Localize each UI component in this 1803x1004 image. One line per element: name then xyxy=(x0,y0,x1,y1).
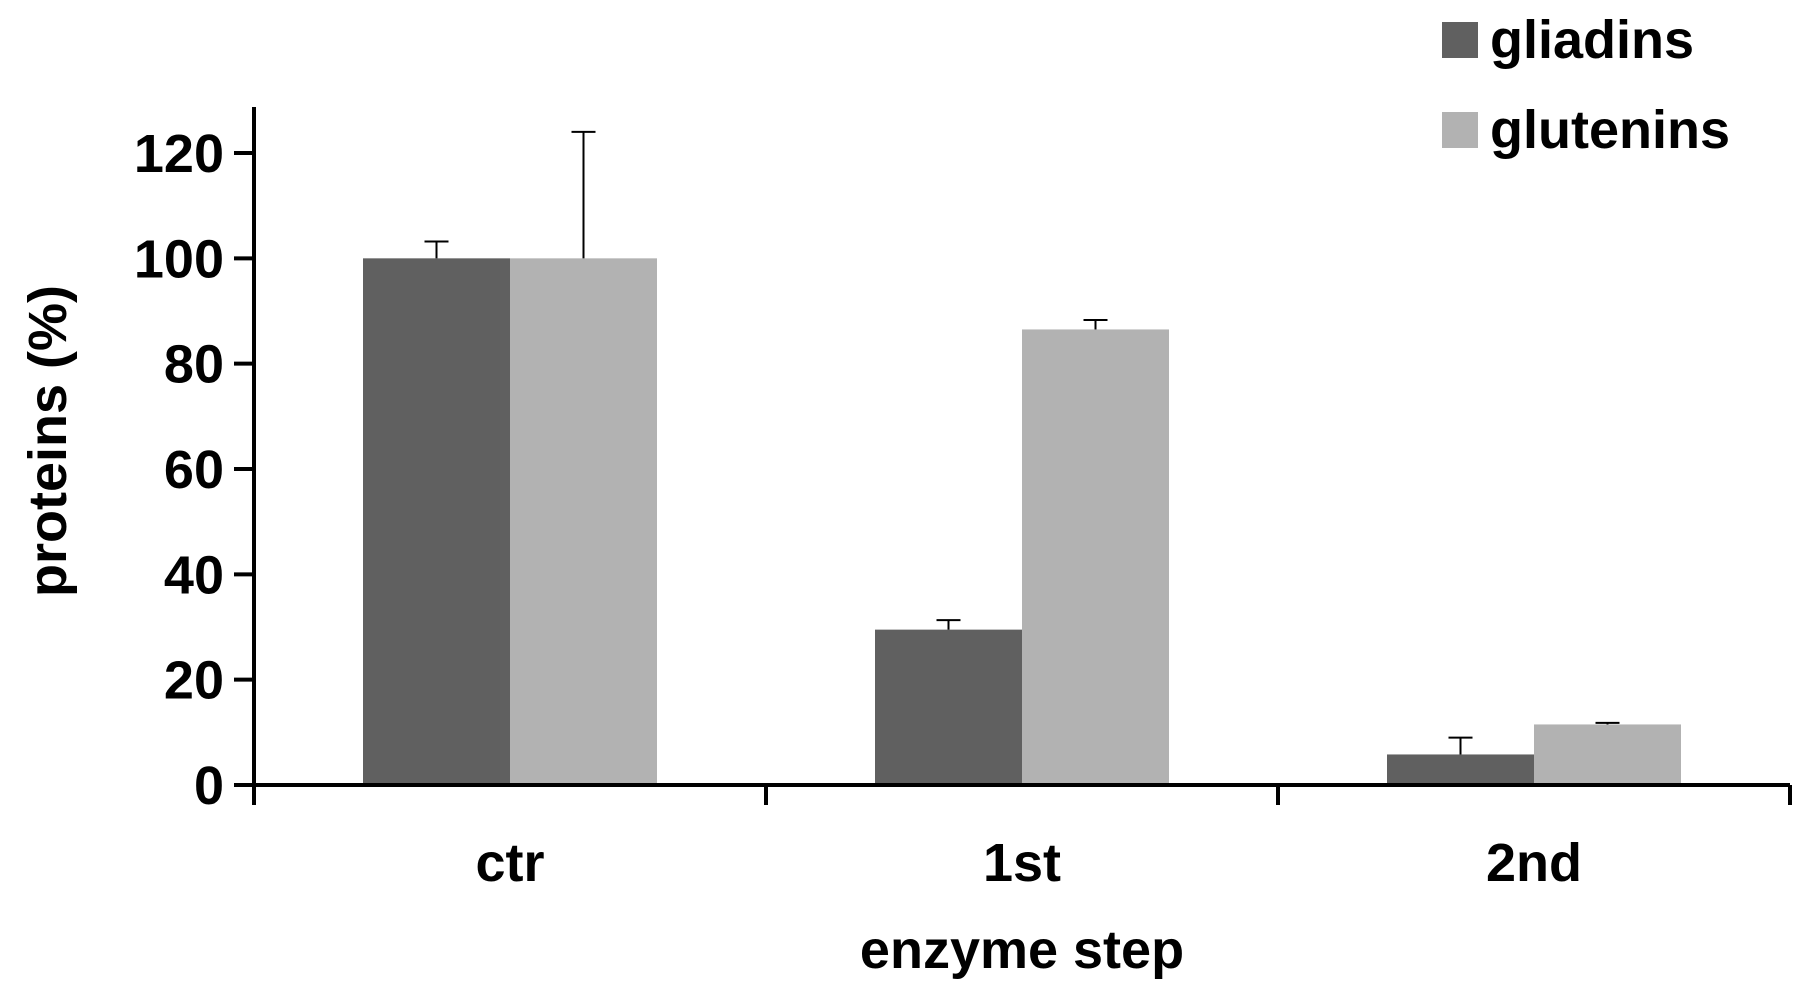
bar-gliadins-2nd xyxy=(1387,754,1534,785)
y-tick-label: 40 xyxy=(164,545,224,605)
legend-label-gliadins: gliadins xyxy=(1490,10,1694,70)
y-axis-title: proteins (%) xyxy=(18,285,78,597)
bar-glutenins-1st xyxy=(1022,329,1169,785)
x-tick-label: ctr xyxy=(475,833,544,893)
x-tick-label: 1st xyxy=(983,833,1061,893)
x-tick-label: 2nd xyxy=(1486,833,1582,893)
error-bars-layer xyxy=(424,130,1620,755)
legend: gliadins glutenins xyxy=(1442,10,1730,160)
y-tick-label: 100 xyxy=(134,229,224,289)
bar-gliadins-1st xyxy=(875,629,1022,785)
bar-glutenins-2nd xyxy=(1534,724,1681,785)
legend-swatch-glutenins xyxy=(1442,112,1478,148)
bars-layer xyxy=(363,258,1681,785)
x-axis-title: enzyme step xyxy=(860,920,1184,980)
legend-swatch-gliadins xyxy=(1442,22,1478,58)
axes xyxy=(234,107,1790,787)
bar-glutenins-ctr xyxy=(510,258,657,785)
y-tick-label: 0 xyxy=(194,756,224,816)
x-ticks: ctr 1st 2nd xyxy=(252,785,1792,893)
bar-gliadins-ctr xyxy=(363,258,510,785)
y-ticks: 0 20 40 60 80 100 120 xyxy=(134,124,254,816)
y-tick-label: 20 xyxy=(164,651,224,711)
y-tick-label: 80 xyxy=(164,335,224,395)
y-tick-label: 120 xyxy=(134,124,224,184)
legend-label-glutenins: glutenins xyxy=(1490,100,1730,160)
y-tick-label: 60 xyxy=(164,440,224,500)
